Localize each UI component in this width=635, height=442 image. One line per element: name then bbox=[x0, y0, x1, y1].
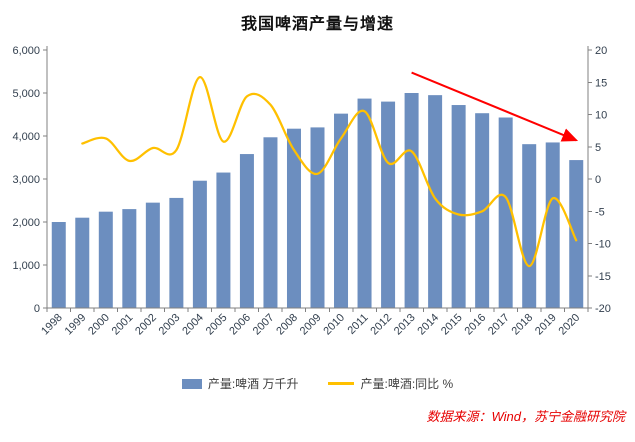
x-label-2011: 2011 bbox=[345, 312, 370, 337]
svg-text:-15: -15 bbox=[595, 271, 611, 283]
yoy-line bbox=[81, 75, 578, 268]
x-label-2005: 2005 bbox=[204, 312, 230, 338]
x-label-2016: 2016 bbox=[462, 312, 488, 338]
bar-2010 bbox=[334, 113, 349, 308]
bar-2013 bbox=[404, 93, 419, 308]
bar-2012 bbox=[381, 101, 396, 308]
bar-2002 bbox=[145, 202, 160, 308]
bar-1998 bbox=[51, 222, 66, 308]
x-label-2004: 2004 bbox=[180, 312, 206, 338]
svg-text:-5: -5 bbox=[595, 206, 605, 218]
x-label-2000: 2000 bbox=[86, 312, 112, 338]
bar-2006 bbox=[239, 154, 254, 308]
bar-2015 bbox=[451, 105, 466, 308]
bar-2001 bbox=[122, 209, 137, 308]
bar-2007 bbox=[263, 137, 278, 308]
x-label-2013: 2013 bbox=[392, 312, 418, 338]
x-label-2010: 2010 bbox=[321, 312, 347, 338]
x-label-2020: 2020 bbox=[557, 312, 583, 338]
legend-label-yoy: 产量:啤酒:同比 % bbox=[360, 377, 454, 391]
svg-text:15: 15 bbox=[595, 77, 607, 89]
legend-label-production: 产量:啤酒 万千升 bbox=[207, 377, 299, 391]
bar-2009 bbox=[310, 127, 325, 309]
x-label-2019: 2019 bbox=[533, 312, 559, 338]
bar-2008 bbox=[286, 128, 301, 308]
svg-text:1,000: 1,000 bbox=[12, 260, 40, 272]
svg-text:5: 5 bbox=[595, 142, 601, 154]
chart-legend: 产量:啤酒 万千升 产量:啤酒:同比 % bbox=[0, 375, 635, 392]
downtrend-arrow bbox=[411, 71, 579, 142]
x-label-1998: 1998 bbox=[39, 312, 65, 338]
x-label-2007: 2007 bbox=[251, 312, 277, 338]
bar-2014 bbox=[428, 95, 443, 309]
svg-text:6,000: 6,000 bbox=[12, 45, 40, 57]
x-label-1999: 1999 bbox=[63, 312, 89, 338]
x-label-2018: 2018 bbox=[510, 312, 536, 338]
chart-title: 我国啤酒产量与增速 bbox=[240, 16, 394, 33]
x-label-2015: 2015 bbox=[439, 312, 465, 338]
svg-text:-20: -20 bbox=[595, 303, 611, 315]
beer-production-chart: 0 1,000 2,000 3,000 4,000 5,000 6,000 -20 -15 -10… bbox=[12, 45, 611, 338]
bar-2020 bbox=[569, 160, 584, 308]
x-label-2008: 2008 bbox=[274, 312, 300, 338]
svg-text:3,000: 3,000 bbox=[12, 174, 40, 186]
svg-text:-10: -10 bbox=[595, 239, 611, 251]
svg-text:2,000: 2,000 bbox=[12, 217, 40, 229]
bar-2019 bbox=[545, 142, 560, 308]
bar-2003 bbox=[169, 197, 184, 308]
bar-2017 bbox=[498, 117, 513, 308]
svg-text:5,000: 5,000 bbox=[12, 88, 40, 100]
x-label-2006: 2006 bbox=[227, 312, 253, 338]
line-legend-swatch bbox=[328, 382, 355, 385]
bar-1999 bbox=[75, 217, 90, 308]
svg-text:20: 20 bbox=[595, 45, 607, 57]
svg-text:0: 0 bbox=[34, 303, 40, 315]
bar-2018 bbox=[522, 144, 537, 308]
x-label-2017: 2017 bbox=[486, 312, 512, 338]
x-label-2014: 2014 bbox=[415, 312, 441, 338]
legend-item-production: 产量:啤酒 万千升 bbox=[181, 375, 299, 392]
bar-2011 bbox=[357, 98, 372, 308]
x-label-2012: 2012 bbox=[368, 312, 394, 338]
x-label-2009: 2009 bbox=[298, 312, 324, 338]
svg-text:0: 0 bbox=[595, 174, 601, 186]
svg-text:10: 10 bbox=[595, 110, 607, 122]
data-source: 数据来源：Wind，苏宁金融研究院 bbox=[426, 409, 625, 424]
legend-item-yoy: 产量:啤酒:同比 % bbox=[328, 375, 453, 392]
svg-text:4,000: 4,000 bbox=[12, 131, 40, 143]
x-label-2001: 2001 bbox=[110, 312, 136, 338]
x-label-2003: 2003 bbox=[157, 312, 183, 338]
bar-2005 bbox=[216, 172, 231, 308]
x-label-2002: 2002 bbox=[133, 312, 159, 338]
bar-2000 bbox=[98, 211, 113, 308]
bar-legend-swatch bbox=[181, 378, 202, 389]
bar-2004 bbox=[192, 180, 207, 308]
